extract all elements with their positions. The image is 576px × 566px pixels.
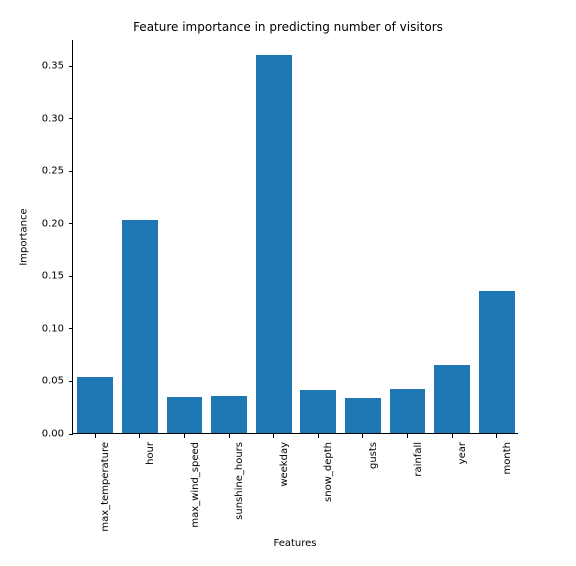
- ytick-mark: [69, 276, 73, 277]
- xtick-label: hour: [145, 442, 156, 465]
- chart-title: Feature importance in predicting number …: [0, 20, 576, 34]
- ytick-mark: [69, 434, 73, 435]
- bar: [479, 291, 515, 433]
- xtick-mark: [407, 434, 408, 438]
- xtick-mark: [95, 434, 96, 438]
- xtick-label: max_temperature: [100, 442, 111, 532]
- bar: [434, 365, 470, 433]
- ytick-mark: [69, 171, 73, 172]
- ytick-label: 0.00: [42, 429, 64, 440]
- xtick-label: snow_depth: [323, 442, 334, 502]
- xtick-mark: [273, 434, 274, 438]
- xtick-label: month: [502, 442, 513, 474]
- ytick-mark: [69, 66, 73, 67]
- xtick-mark: [452, 434, 453, 438]
- bar: [256, 55, 292, 433]
- xtick-mark: [139, 434, 140, 438]
- ytick-label: 0.35: [42, 61, 64, 72]
- xtick-label: rainfall: [413, 442, 424, 477]
- xtick-label: year: [457, 442, 468, 464]
- bar: [122, 220, 158, 433]
- bar: [390, 389, 426, 433]
- bar: [300, 390, 336, 433]
- ytick-mark: [69, 223, 73, 224]
- ytick-mark: [69, 381, 73, 382]
- xtick-mark: [362, 434, 363, 438]
- xtick-label: sunshine_hours: [234, 442, 245, 520]
- xtick-mark: [496, 434, 497, 438]
- ytick-label: 0.15: [42, 271, 64, 282]
- ytick-label: 0.20: [42, 218, 64, 229]
- xtick-label: gusts: [368, 442, 379, 469]
- bar: [345, 398, 381, 433]
- ytick-mark: [69, 118, 73, 119]
- x-axis-label: Features: [274, 538, 317, 549]
- ytick-label: 0.10: [42, 323, 64, 334]
- xtick-label: max_wind_speed: [190, 442, 201, 528]
- ytick-label: 0.30: [42, 113, 64, 124]
- y-axis-label: Importance: [19, 208, 30, 265]
- xtick-mark: [184, 434, 185, 438]
- bar: [211, 396, 247, 433]
- xtick-mark: [318, 434, 319, 438]
- ytick-label: 0.25: [42, 166, 64, 177]
- ytick-label: 0.05: [42, 376, 64, 387]
- bar: [167, 397, 203, 433]
- xtick-label: weekday: [279, 442, 290, 487]
- plot-area: 0.000.050.100.150.200.250.300.35 max_tem…: [72, 40, 518, 434]
- bar: [77, 377, 113, 433]
- figure: Feature importance in predicting number …: [0, 0, 576, 566]
- xtick-mark: [229, 434, 230, 438]
- ytick-mark: [69, 328, 73, 329]
